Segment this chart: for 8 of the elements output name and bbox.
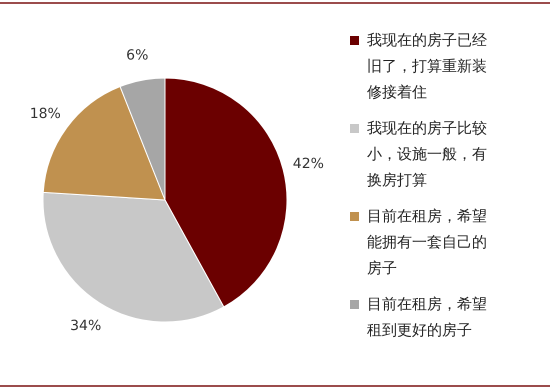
- legend-label: 目前在租房，希望能拥有一套自己的房子: [367, 207, 487, 277]
- data-label: 42%: [292, 156, 324, 172]
- legend-label: 我现在的房子已经旧了，打算重新装修接着住: [367, 31, 487, 101]
- legend-label: 目前在租房，希望租到更好的房子: [367, 295, 487, 339]
- data-label: 6%: [126, 48, 148, 64]
- legend-label: 我现在的房子比较小，设施一般，有换房打算: [367, 119, 487, 189]
- data-label: 18%: [30, 106, 61, 122]
- data-label: 34%: [70, 318, 102, 334]
